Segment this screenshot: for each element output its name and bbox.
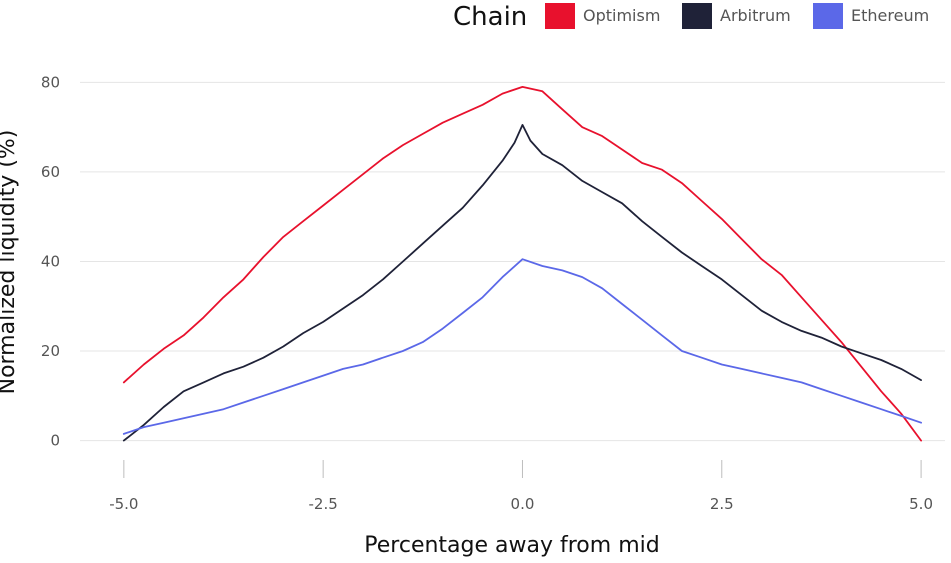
x-tick-label: 5.0 <box>909 495 933 513</box>
legend: Chain Optimism Arbitrum Ethereum <box>453 2 929 32</box>
series-lines <box>122 86 922 442</box>
x-axis-title: Percentage away from mid <box>364 533 659 558</box>
y-axis-ticks: 0 20 40 60 80 <box>41 73 60 449</box>
y-tick-label: 20 <box>41 342 60 360</box>
legend-swatch-ethereum <box>813 3 843 29</box>
x-tick-label: -5.0 <box>109 495 138 513</box>
y-axis-title: Normalized liquidity (%) <box>0 130 20 395</box>
x-tick-label: 2.5 <box>710 495 734 513</box>
gridlines <box>80 81 945 442</box>
x-tick-label: 0.0 <box>511 495 535 513</box>
series-line-optimism <box>122 86 922 442</box>
legend-title: Chain <box>453 2 527 32</box>
legend-label-optimism: Optimism <box>583 6 660 25</box>
series-line-ethereum <box>122 258 922 435</box>
y-tick-label: 0 <box>50 432 60 450</box>
series-line-arbitrum <box>122 124 922 442</box>
y-tick-label: 80 <box>41 73 60 91</box>
legend-label-ethereum: Ethereum <box>851 6 929 25</box>
y-tick-label: 60 <box>41 163 60 181</box>
legend-label-arbitrum: Arbitrum <box>720 6 791 25</box>
legend-swatch-optimism <box>545 3 575 29</box>
x-tick-label: -2.5 <box>309 495 338 513</box>
x-axis-ticks: -5.0 -2.5 0.0 2.5 5.0 <box>109 460 933 513</box>
legend-swatch-arbitrum <box>682 3 712 29</box>
y-tick-label: 40 <box>41 252 60 270</box>
